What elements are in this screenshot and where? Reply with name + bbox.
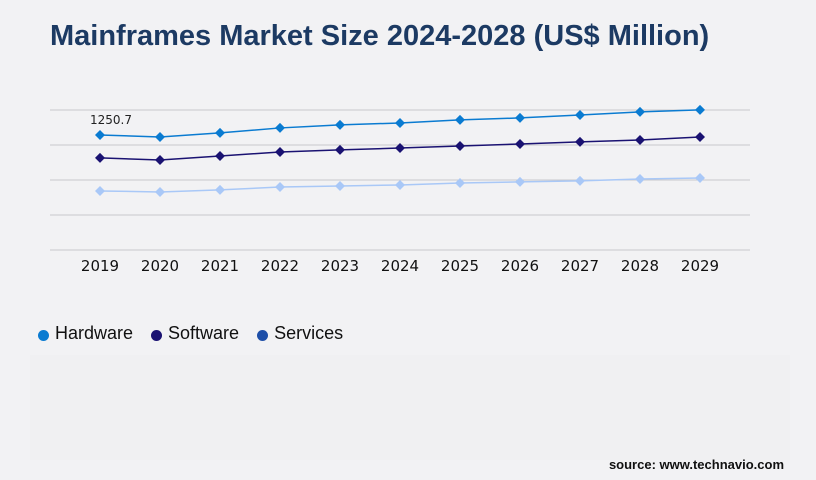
data-point-hardware xyxy=(515,112,525,123)
x-tick-label: 2023 xyxy=(321,257,359,275)
x-tick-label: 2019 xyxy=(81,257,119,275)
source-label: source: www.technavio.com xyxy=(608,457,784,472)
x-tick-label: 2024 xyxy=(381,257,419,275)
data-point-services xyxy=(215,184,225,195)
x-tick-label: 2020 xyxy=(141,257,179,275)
data-point-hardware xyxy=(275,122,285,133)
data-point-hardware xyxy=(455,114,465,125)
x-tick-label: 2022 xyxy=(261,257,299,275)
legend-label: Software xyxy=(168,323,240,343)
data-point-software xyxy=(455,140,465,151)
data-point-services xyxy=(695,172,705,183)
legend-label: Hardware xyxy=(55,323,134,343)
data-point-hardware xyxy=(635,106,645,117)
data-point-services xyxy=(155,186,165,197)
data-point-software xyxy=(575,136,585,147)
x-tick-label: 2029 xyxy=(681,257,719,275)
data-point-hardware xyxy=(695,104,705,115)
data-point-services xyxy=(515,176,525,187)
data-point-software xyxy=(155,154,165,165)
data-point-services xyxy=(395,179,405,190)
data-point-software xyxy=(215,150,225,161)
chart-title: Mainframes Market Size 2024-2028 (US$ Mi… xyxy=(50,20,710,52)
x-tick-label: 2027 xyxy=(561,257,599,275)
data-point-software xyxy=(635,134,645,145)
x-tick-label: 2028 xyxy=(621,257,659,275)
data-point-software xyxy=(95,152,105,163)
data-label: 1250.7 xyxy=(90,113,132,127)
data-point-hardware xyxy=(155,131,165,142)
data-point-software xyxy=(695,131,705,142)
data-point-hardware xyxy=(575,109,585,120)
data-point-services xyxy=(275,181,285,192)
data-point-software xyxy=(515,138,525,149)
legend: Hardware Software Services xyxy=(38,323,343,344)
data-point-services xyxy=(95,185,105,196)
data-point-software xyxy=(335,144,345,155)
data-point-services xyxy=(635,173,645,184)
data-point-hardware xyxy=(395,117,405,128)
x-tick-label: 2026 xyxy=(501,257,539,275)
lower-panel xyxy=(30,355,790,460)
legend-label: Services xyxy=(274,323,344,343)
legend-item-hardware: Hardware xyxy=(38,323,133,344)
legend-marker-icon xyxy=(38,329,49,341)
legend-item-software: Software xyxy=(151,323,239,344)
x-tick-label: 2025 xyxy=(441,257,479,275)
data-point-hardware xyxy=(335,119,345,130)
data-point-services xyxy=(455,177,465,188)
data-point-software xyxy=(275,146,285,157)
x-tick-label: 2021 xyxy=(201,257,239,275)
legend-item-services: Services xyxy=(257,323,343,344)
data-point-hardware xyxy=(95,129,105,140)
data-point-services xyxy=(575,175,585,186)
legend-marker-icon xyxy=(257,329,269,341)
legend-marker-icon xyxy=(151,329,163,341)
data-point-hardware xyxy=(215,127,225,138)
data-point-services xyxy=(335,180,345,191)
data-point-software xyxy=(395,142,405,153)
